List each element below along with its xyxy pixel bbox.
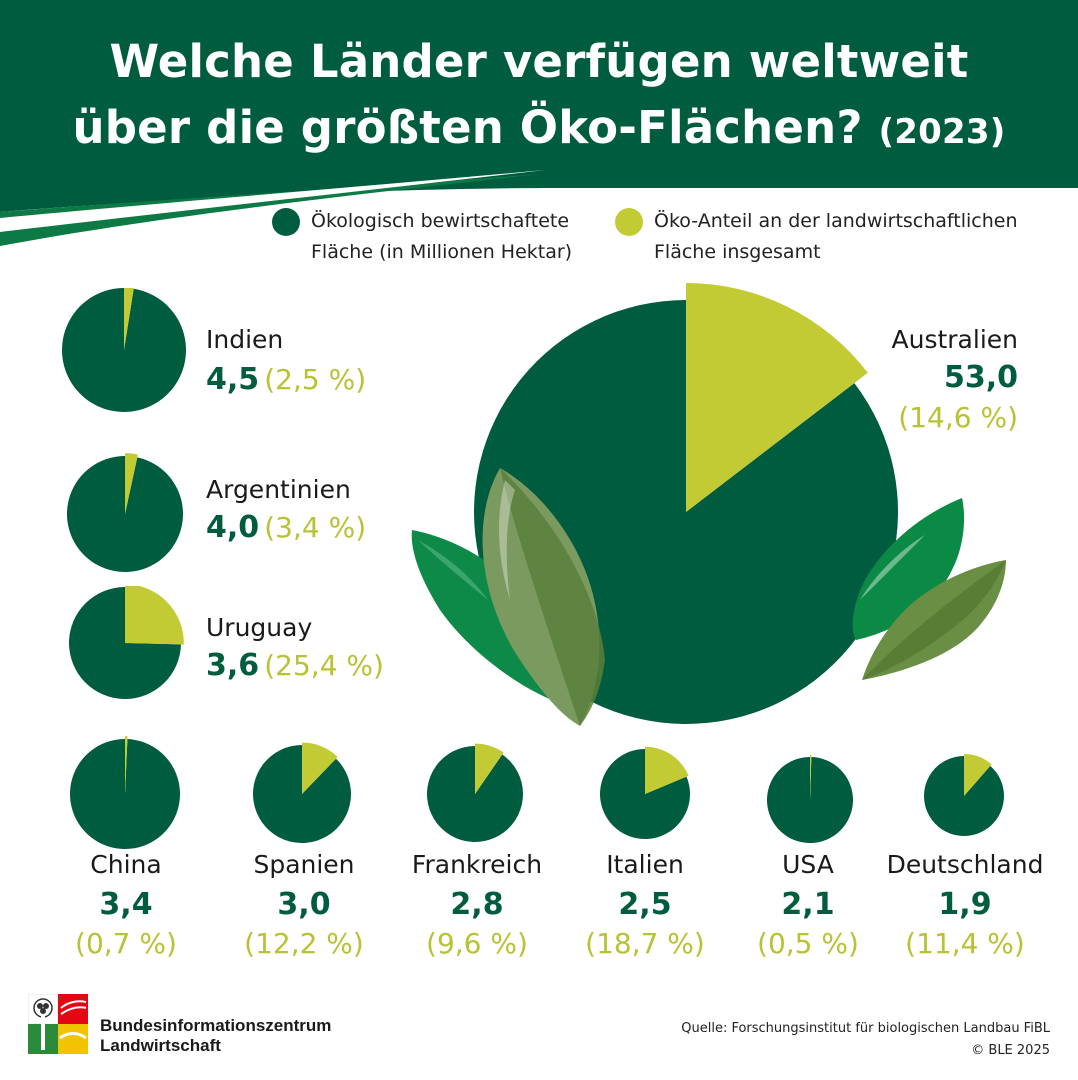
label-frankreich-share: (9,6 %) [426, 927, 528, 960]
label-deutschland-name: Deutschland [886, 850, 1044, 879]
pie-deutschland [924, 754, 1004, 836]
label-australien-share: (14,6 %) [898, 401, 1018, 434]
label-italien-share: (18,7 %) [585, 927, 705, 960]
source-text: Quelle: Forschungsinstitut für biologisc… [681, 1021, 1050, 1036]
label-australien-name: Australien [891, 325, 1019, 354]
label-uruguay-values: 3,6 (25,4 %) [206, 648, 384, 684]
label-argentinien-values: 4,0 (3,4 %) [206, 510, 366, 546]
label-deutschland-area: 1,9 [938, 887, 992, 922]
legend-area-dot [272, 208, 300, 236]
label-china-area: 3,4 [99, 887, 153, 922]
label-spanien-share: (12,2 %) [244, 927, 364, 960]
label-indien-values: 4,5 (2,5 %) [206, 362, 366, 398]
label-frankreich-area: 2,8 [450, 887, 504, 922]
legend-share-label: Öko-Anteil an der landwirtschaftlichen Fl… [654, 206, 1018, 268]
pie-share-uruguay [125, 586, 184, 645]
pie-frankreich [427, 743, 523, 842]
label-frankreich-name: Frankreich [411, 850, 543, 879]
label-argentinien-share: (3,4 %) [264, 511, 367, 544]
title-year: (2023) [878, 112, 1006, 152]
pie-area-indien [62, 288, 186, 412]
label-usa-area: 2,1 [781, 887, 835, 922]
label-usa-name: USA [782, 850, 834, 879]
label-indien-area: 4,5 [206, 362, 260, 397]
pie-argentinien [66, 453, 183, 572]
pie-share-usa [810, 754, 812, 800]
pie-usa [766, 754, 853, 843]
label-uruguay-area: 3,6 [206, 648, 260, 683]
label-italien-area: 2,5 [618, 887, 672, 922]
pie-share-italien [645, 746, 689, 794]
label-uruguay-name: Uruguay [206, 613, 313, 642]
label-uruguay-share: (25,4 %) [264, 649, 384, 682]
legend-share-line-2: Fläche insgesamt [654, 241, 821, 263]
copyright-text: © BLE 2025 [971, 1043, 1050, 1058]
pie-area-usa [766, 757, 853, 843]
pie-share-china [125, 736, 128, 794]
pie-share-deutschland [964, 754, 992, 796]
ble-logo-icon [28, 994, 88, 1054]
pie-share-argentinien [125, 453, 138, 514]
logo-line-1: Bundesinformationszentrum [100, 1016, 332, 1035]
logo-line-2: Landwirtschaft [100, 1036, 221, 1055]
pie-area-china [70, 739, 180, 849]
label-argentinien-area: 4,0 [206, 510, 260, 545]
title-line-1: Welche Länder verfügen weltweit [109, 35, 969, 88]
label-china-name: China [90, 850, 162, 879]
pie-share-frankreich [475, 743, 504, 794]
label-indien-name: Indien [206, 325, 284, 354]
legend-area-line-2: Fläche (in Millionen Hektar) [311, 241, 573, 263]
pie-area-argentinien [66, 456, 183, 572]
label-italien-name: Italien [606, 850, 684, 879]
pie-share-spanien [302, 742, 338, 794]
label-deutschland-share: (11,4 %) [905, 927, 1025, 960]
pie-china [70, 736, 180, 849]
pie-indien [62, 288, 186, 412]
pie-spanien [253, 742, 351, 843]
legend-share-line-1: Öko-Anteil an der landwirtschaftlichen [654, 210, 1018, 232]
legend-area-line-1: Ökologisch bewirtschaftete [311, 210, 570, 232]
label-spanien-area: 3,0 [277, 887, 331, 922]
label-china-share: (0,7 %) [75, 927, 177, 960]
pie-uruguay [69, 586, 184, 699]
pie-share-indien [124, 288, 134, 350]
leaf-decoration [482, 468, 1006, 726]
title-line-2-text: über die größten Öko-Flächen? [72, 101, 863, 154]
legend-share-dot [615, 208, 643, 236]
pie-italien [600, 746, 690, 839]
label-usa-share: (0,5 %) [757, 927, 859, 960]
pie-area-uruguay [69, 587, 181, 699]
label-indien-share: (2,5 %) [264, 363, 367, 396]
pie-share-australien [686, 283, 868, 512]
label-argentinien-name: Argentinien [206, 475, 351, 504]
label-spanien-name: Spanien [253, 850, 355, 879]
label-australien-area: 53,0 [943, 360, 1018, 395]
legend-area-label: Ökologisch bewirtschaftete Fläche (in Mil… [311, 206, 572, 268]
title-line-2: über die größten Öko-Flächen? (2023) [0, 96, 1078, 164]
